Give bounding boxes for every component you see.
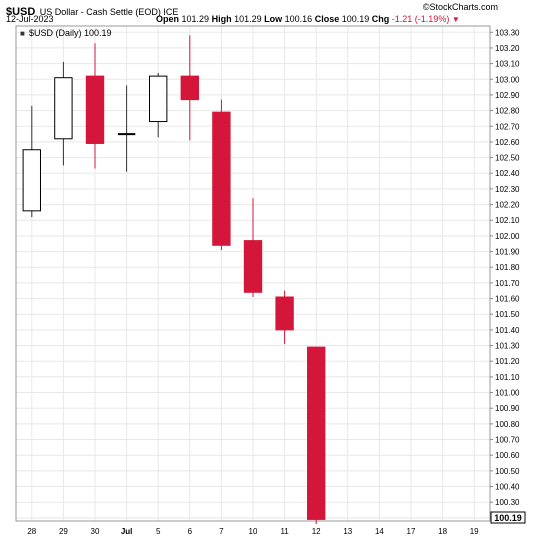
high-label: High bbox=[211, 14, 232, 24]
y-tick-label: 100.60 bbox=[495, 451, 520, 460]
y-tick-label: 100.50 bbox=[495, 467, 520, 476]
x-tick-label: 10 bbox=[249, 527, 258, 536]
open-label: Open bbox=[156, 14, 180, 24]
x-tick-label: 12 bbox=[312, 527, 321, 536]
y-tick-label: 102.60 bbox=[495, 138, 520, 147]
x-tick-label: 30 bbox=[91, 527, 100, 536]
last-price-tag: 100.19 bbox=[490, 511, 526, 524]
y-tick-label: 102.80 bbox=[495, 107, 520, 116]
y-tick-label: 102.30 bbox=[495, 185, 520, 194]
x-tick-label: 5 bbox=[156, 527, 161, 536]
y-tick-label: 100.80 bbox=[495, 420, 520, 429]
y-tick-label: 100.90 bbox=[495, 404, 520, 413]
chg-down-arrow-icon: ▼ bbox=[451, 15, 460, 24]
watermark: ©StockCharts.com bbox=[422, 2, 498, 12]
chart-header: $USD US Dollar - Cash Settle (EOD) ICE ©… bbox=[6, 2, 534, 18]
y-tick-label: 102.00 bbox=[495, 232, 520, 241]
legend: ■ $USD (Daily) 100.19 bbox=[20, 28, 112, 38]
y-tick-label: 101.40 bbox=[495, 326, 520, 335]
open-value: 101.29 bbox=[181, 14, 210, 24]
x-tick-label: 19 bbox=[470, 527, 479, 536]
candle-body-down bbox=[180, 75, 199, 101]
x-tick-label: 11 bbox=[280, 527, 289, 536]
x-tick-label: 17 bbox=[407, 527, 416, 536]
candles bbox=[22, 35, 326, 525]
x-tick-label: 18 bbox=[438, 527, 447, 536]
close-value: 100.19 bbox=[341, 14, 370, 24]
candle-body-down bbox=[307, 346, 326, 520]
date-label: 12-Jul-2023 bbox=[6, 14, 54, 24]
low-value: 100.16 bbox=[284, 14, 313, 24]
ohlc-readout: Open 101.29 High 101.29 Low 100.16 Close… bbox=[156, 14, 460, 24]
x-axis: 28 29 30 Jul 5 6 7 10 11 12 13 14 17 18 19 bbox=[27, 527, 479, 536]
candle-body-down bbox=[275, 296, 294, 331]
y-tick-label: 101.30 bbox=[495, 342, 520, 351]
y-tick-label: 102.50 bbox=[495, 154, 520, 163]
y-tick-label: 102.40 bbox=[495, 169, 520, 178]
y-tick-label: 102.90 bbox=[495, 91, 520, 100]
y-tick-label: 101.00 bbox=[495, 389, 520, 398]
x-tick-label: 28 bbox=[27, 527, 36, 536]
legend-marker-icon: ■ bbox=[20, 29, 25, 38]
x-tick-label: 14 bbox=[375, 527, 384, 536]
candle-body-down bbox=[243, 240, 263, 293]
y-tick-label: 103.10 bbox=[495, 60, 520, 69]
symbol-label: $USD bbox=[6, 6, 36, 18]
x-tick-label: 7 bbox=[219, 527, 224, 536]
plot-frame bbox=[15, 25, 491, 522]
y-tick-label: 101.90 bbox=[495, 248, 520, 257]
y-tick-label: 103.30 bbox=[495, 28, 520, 37]
chg-label: Chg bbox=[371, 14, 390, 24]
y-tick-label: 101.60 bbox=[495, 295, 520, 304]
high-value: 101.29 bbox=[234, 14, 262, 24]
last-price-box bbox=[490, 511, 526, 524]
close-label: Close bbox=[314, 14, 340, 24]
y-tick-label: 102.70 bbox=[495, 122, 520, 131]
y-tick-label: 103.20 bbox=[495, 44, 520, 53]
y-tick-label: 101.70 bbox=[495, 279, 520, 288]
y-axis: 103.30 103.20 103.10 103.00 102.90 102.80 102.… bbox=[490, 28, 520, 523]
y-tick-label: 102.20 bbox=[495, 201, 520, 210]
y-tick-label: 100.40 bbox=[495, 483, 520, 492]
y-tick-label: 101.80 bbox=[495, 263, 520, 272]
low-label: Low bbox=[264, 14, 283, 24]
y-tick-label: 102.10 bbox=[495, 216, 520, 225]
x-tick-label: 6 bbox=[188, 527, 193, 536]
y-tick-label: 101.20 bbox=[495, 357, 520, 366]
y-tick-label: 100.70 bbox=[495, 436, 520, 445]
y-tick-label: 100.30 bbox=[495, 498, 520, 507]
y-tick-label: 103.00 bbox=[495, 75, 520, 84]
candle-body-up bbox=[22, 149, 41, 212]
candle-body-down bbox=[85, 75, 105, 144]
x-tick-label: Jul bbox=[121, 527, 133, 536]
ohlc-header: 12-Jul-2023 Open 101.29 High 101.29 Low … bbox=[6, 14, 534, 26]
candle-body-up bbox=[149, 75, 168, 123]
symbol-description: US Dollar - Cash Settle (EOD) ICE bbox=[39, 7, 179, 17]
chg-value: -1.21 (-1.19%) bbox=[391, 14, 450, 24]
y-tick-label: 101.50 bbox=[495, 310, 520, 319]
x-tick-label: 13 bbox=[343, 527, 352, 536]
y-tick-label: 101.10 bbox=[495, 373, 520, 382]
x-tick-label: 29 bbox=[59, 527, 68, 536]
candle-body-up bbox=[54, 77, 73, 140]
candle-body-down bbox=[212, 111, 231, 246]
legend-text: $USD (Daily) 100.19 bbox=[29, 28, 112, 38]
last-price-value: 100.19 bbox=[494, 513, 522, 523]
